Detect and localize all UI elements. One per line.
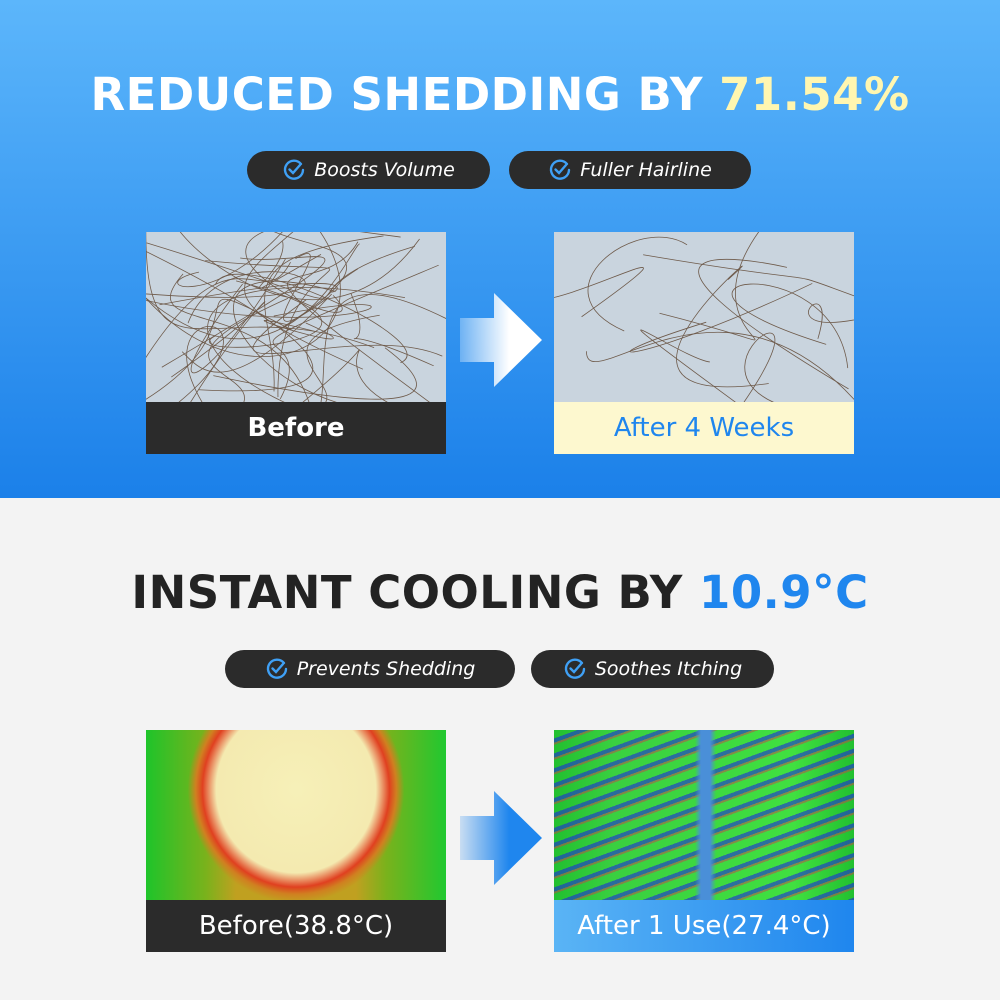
shedding-section: REDUCED SHEDDING BY 71.54% Boosts Volume… [0, 0, 1000, 498]
hair-strand [731, 283, 849, 369]
before-label: Before [146, 402, 446, 454]
check-circle-icon [266, 658, 287, 679]
hair-strand [208, 280, 323, 348]
hair-strand [177, 232, 283, 288]
before-thermal-photo: Before(38.8°C) [146, 730, 446, 952]
hair-strand [205, 260, 331, 398]
hair-image-before [146, 232, 446, 402]
hair-strand [263, 320, 334, 340]
arrow-right-icon [460, 791, 542, 885]
hair-strand [640, 329, 736, 402]
after-hair-photo: After 4 Weeks [554, 232, 854, 454]
hair-strand [252, 299, 443, 357]
check-circle-icon [284, 159, 305, 180]
before-hair-photo: Before [146, 232, 446, 454]
cooling-section: INSTANT COOLING BY 10.9°C Prevents Shedd… [0, 498, 1000, 1000]
hair-strand [146, 232, 341, 357]
hair-strand [146, 271, 306, 324]
hair-strand [586, 331, 854, 401]
title-text: REDUCED SHEDDING BY [90, 68, 720, 121]
hair-strand [272, 264, 439, 400]
hair-strand [146, 261, 291, 359]
hair-strand [146, 243, 361, 340]
before-label: Before(38.8°C) [146, 900, 446, 952]
hair-strand [676, 265, 769, 388]
title-value: 10.9°C [699, 566, 869, 619]
hair-strand [179, 232, 420, 300]
badge-fuller-hairline: Fuller Hairline [509, 151, 751, 189]
title-value: 71.54% [719, 68, 910, 121]
badge-label: Prevents Shedding [296, 658, 476, 680]
after-label: After 4 Weeks [554, 402, 854, 454]
thermal-image-after [554, 730, 854, 900]
hair-strand [743, 332, 776, 402]
hair-strand [302, 349, 388, 402]
badge-label: Boosts Volume [314, 159, 455, 181]
hair-strand [698, 258, 849, 390]
hair-strand [808, 303, 854, 339]
cooling-title: INSTANT COOLING BY 10.9°C [0, 566, 1000, 619]
shedding-title: REDUCED SHEDDING BY 71.54% [0, 68, 1000, 121]
badge-boosts-volume: Boosts Volume [247, 151, 490, 189]
hair-strand [169, 273, 310, 402]
check-circle-icon [550, 159, 571, 180]
hair-strand [161, 256, 326, 368]
arrow-right-icon [460, 293, 542, 387]
hair-strand [207, 287, 406, 402]
hair-strand [587, 236, 688, 332]
hair-strand [208, 297, 289, 402]
hair-strand [244, 232, 364, 370]
hair-strand [213, 347, 417, 400]
hair-strand [287, 241, 430, 402]
badge-soothes-itching: Soothes Itching [531, 650, 774, 688]
thermal-image-before [146, 730, 446, 900]
hair-strand [258, 241, 322, 290]
hair-image-after [554, 232, 854, 402]
hair-strand [273, 232, 347, 330]
hair-strand [659, 232, 760, 341]
hair-strand [178, 325, 224, 402]
after-thermal-photo: After 1 Use(27.4°C) [554, 730, 854, 952]
hair-strand [320, 294, 446, 402]
hair-strand [554, 267, 644, 318]
hair-strand [215, 273, 408, 364]
check-circle-icon [564, 658, 586, 679]
hair-strand [643, 254, 854, 297]
hair-strand [146, 251, 314, 392]
after-label: After 1 Use(27.4°C) [554, 900, 854, 952]
hair-strand [629, 283, 813, 353]
badge-label: Fuller Hairline [580, 159, 712, 181]
title-text: INSTANT COOLING BY [131, 566, 700, 619]
badge-label: Soothes Itching [594, 658, 743, 680]
hair-strand [181, 293, 333, 373]
hair-strand [146, 299, 372, 318]
badge-prevents-shedding: Prevents Shedding [225, 650, 515, 688]
